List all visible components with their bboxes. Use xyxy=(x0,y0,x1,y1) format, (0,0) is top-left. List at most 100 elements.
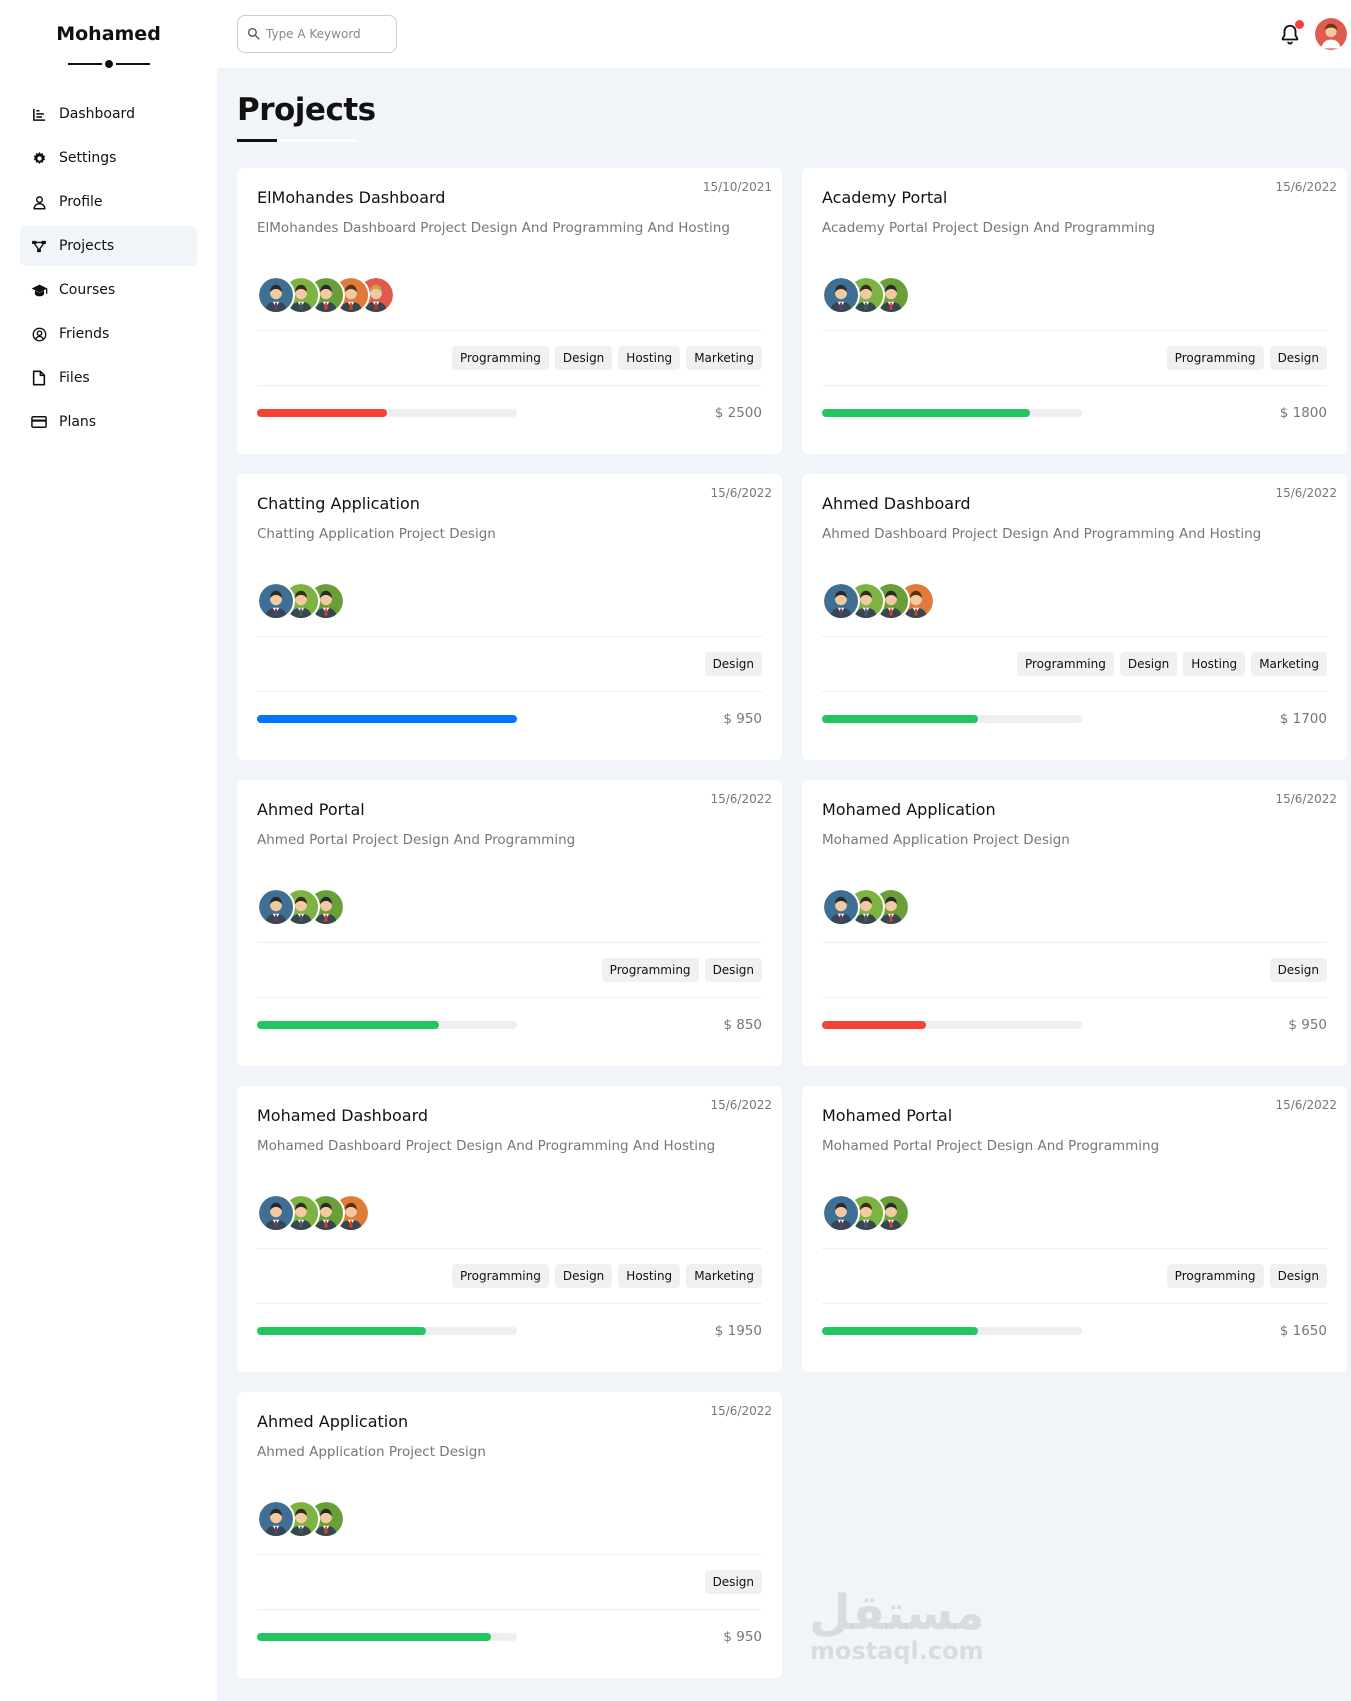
project-tags: Design xyxy=(257,652,762,676)
project-members xyxy=(822,1194,1327,1234)
divider xyxy=(257,1248,762,1249)
brand-decoration xyxy=(67,56,150,71)
project-date: 15/6/2022 xyxy=(710,792,772,806)
sidebar-item-label: Dashboard xyxy=(59,106,135,122)
project-members xyxy=(257,582,762,622)
project-tag: Programming xyxy=(1166,346,1264,370)
chart-icon xyxy=(30,105,48,123)
sidebar-item-friends[interactable]: Friends xyxy=(20,314,197,354)
project-tags: Design xyxy=(257,1570,762,1594)
project-members xyxy=(257,1500,762,1540)
project-card[interactable]: 15/6/2022 Ahmed Dashboard Ahmed Dashboard … xyxy=(802,474,1347,760)
member-avatar[interactable] xyxy=(257,276,295,314)
sidebar-item-settings[interactable]: Settings xyxy=(20,138,197,178)
project-title: Academy Portal xyxy=(822,188,948,207)
project-tag: Hosting xyxy=(1183,652,1246,676)
gear-icon xyxy=(30,149,48,167)
member-avatar[interactable] xyxy=(257,582,295,620)
project-price: $ 950 xyxy=(1288,1017,1327,1033)
member-avatar[interactable] xyxy=(822,582,860,620)
member-avatar[interactable] xyxy=(822,1194,860,1232)
project-date: 15/10/2021 xyxy=(702,180,772,194)
project-price: $ 950 xyxy=(723,1629,762,1645)
project-tags: Design xyxy=(822,958,1327,982)
project-card[interactable]: 15/10/2021 ElMohandes Dashboard ElMohandes… xyxy=(237,168,782,454)
sidebar-item-label: Friends xyxy=(59,326,110,342)
member-avatar[interactable] xyxy=(307,1194,345,1232)
sidebar-item-label: Profile xyxy=(59,194,103,210)
project-card[interactable]: 15/6/2022 Academy Portal Academy Portal Pr… xyxy=(802,168,1347,454)
project-tag: Programming xyxy=(451,346,549,370)
project-date: 15/6/2022 xyxy=(710,1098,772,1112)
member-avatar[interactable] xyxy=(822,276,860,314)
sidebar-item-dashboard[interactable]: Dashboard xyxy=(20,94,197,134)
project-tags: Programming Design xyxy=(822,346,1327,370)
sidebar-item-files[interactable]: Files xyxy=(20,358,197,398)
project-date: 15/6/2022 xyxy=(1275,486,1337,500)
progress-fill xyxy=(257,1633,491,1641)
project-card[interactable]: 15/6/2022 Ahmed Portal Ahmed Portal Projec… xyxy=(237,780,782,1066)
divider xyxy=(257,636,762,637)
project-title: Mohamed Application xyxy=(822,800,996,819)
project-price: $ 1650 xyxy=(1279,1323,1327,1339)
sidebar-item-projects[interactable]: Projects xyxy=(20,226,197,266)
project-title: Ahmed Portal xyxy=(257,800,365,819)
sidebar-item-profile[interactable]: Profile xyxy=(20,182,197,222)
credit-card-icon xyxy=(30,413,48,431)
project-date: 15/6/2022 xyxy=(1275,180,1337,194)
project-tag: Design xyxy=(554,1264,613,1288)
diagram-icon xyxy=(30,237,48,255)
project-tags: Programming Design Hosting Marketing xyxy=(257,1264,762,1288)
project-description: Mohamed Application Project Design xyxy=(822,832,1070,848)
member-avatar[interactable] xyxy=(257,1500,295,1538)
notifications-button[interactable] xyxy=(1279,20,1304,46)
project-description: ElMohandes Dashboard Project Design And … xyxy=(257,220,730,236)
project-tag: Hosting xyxy=(618,1264,681,1288)
divider xyxy=(257,1554,762,1555)
project-tag: Marketing xyxy=(1251,652,1327,676)
project-date: 15/6/2022 xyxy=(710,1404,772,1418)
search-box[interactable] xyxy=(237,15,397,53)
project-price: $ 1700 xyxy=(1279,711,1327,727)
user-avatar[interactable] xyxy=(1315,18,1347,50)
sidebar-item-label: Plans xyxy=(59,414,97,430)
project-progress xyxy=(822,1021,1082,1029)
sidebar-item-plans[interactable]: Plans xyxy=(20,402,197,442)
project-tag: Design xyxy=(1269,346,1327,370)
member-avatar[interactable] xyxy=(257,888,295,926)
project-progress xyxy=(257,1327,517,1335)
project-price: $ 1800 xyxy=(1279,405,1327,421)
divider xyxy=(822,385,1327,386)
search-input[interactable] xyxy=(266,27,386,41)
project-tag: Design xyxy=(554,346,613,370)
project-card[interactable]: 15/6/2022 Mohamed Portal Mohamed Portal Pr… xyxy=(802,1086,1347,1372)
project-description: Mohamed Dashboard Project Design And Pro… xyxy=(257,1138,716,1154)
project-progress xyxy=(257,1021,517,1029)
project-progress xyxy=(822,1327,1082,1335)
sidebar-item-courses[interactable]: Courses xyxy=(20,270,197,310)
graduation-cap-icon xyxy=(30,281,48,299)
project-tag: Marketing xyxy=(686,346,762,370)
project-tag: Programming xyxy=(451,1264,549,1288)
search-icon xyxy=(247,25,260,44)
progress-fill xyxy=(257,1327,426,1335)
project-date: 15/6/2022 xyxy=(1275,792,1337,806)
divider xyxy=(822,997,1327,998)
project-members xyxy=(257,1194,762,1234)
project-card[interactable]: 15/6/2022 Mohamed Application Mohamed Appl… xyxy=(802,780,1347,1066)
progress-fill xyxy=(822,715,978,723)
project-tag: Programming xyxy=(601,958,699,982)
divider xyxy=(822,636,1327,637)
project-tags: Programming Design Hosting Marketing xyxy=(822,652,1327,676)
project-price: $ 850 xyxy=(723,1017,762,1033)
project-progress xyxy=(257,715,517,723)
project-card[interactable]: 15/6/2022 Mohamed Dashboard Mohamed Dashbo… xyxy=(237,1086,782,1372)
project-card[interactable]: 15/6/2022 Ahmed Application Ahmed Applicat… xyxy=(237,1392,782,1678)
member-avatar[interactable] xyxy=(257,1194,295,1232)
project-tag: Programming xyxy=(1016,652,1114,676)
member-avatar[interactable] xyxy=(822,888,860,926)
project-tags: Programming Design Hosting Marketing xyxy=(257,346,762,370)
project-tag: Hosting xyxy=(618,346,681,370)
sidebar-item-label: Files xyxy=(59,370,90,386)
project-card[interactable]: 15/6/2022 Chatting Application Chatting Ap… xyxy=(237,474,782,760)
